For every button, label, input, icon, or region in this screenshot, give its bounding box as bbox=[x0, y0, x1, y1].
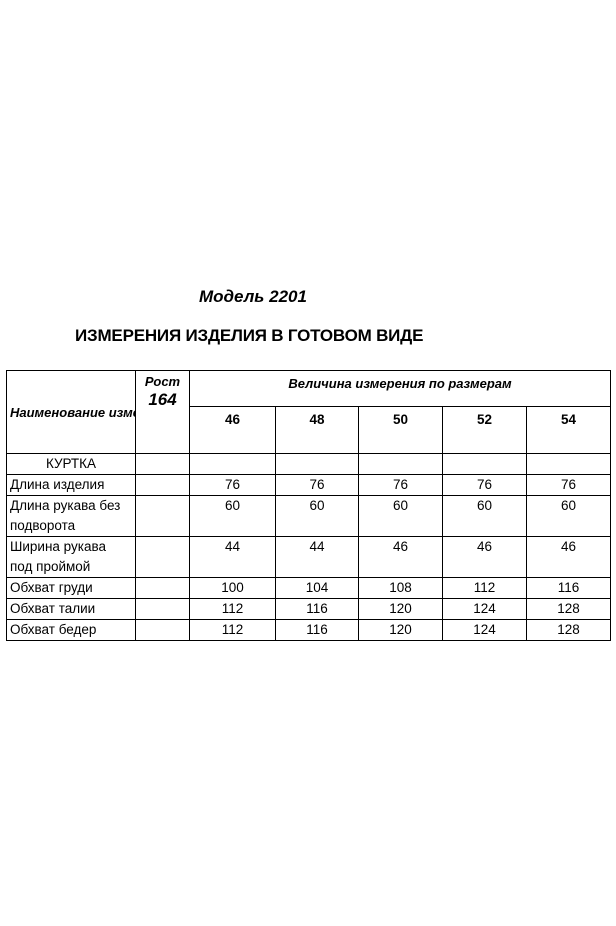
value-cell: 76 bbox=[358, 474, 443, 496]
rost-value: 164 bbox=[148, 390, 177, 409]
value-cell: 108 bbox=[358, 577, 443, 599]
value-cell: 60 bbox=[189, 495, 276, 537]
rost-label: Рост bbox=[144, 374, 181, 389]
table-row: Обхват груди 100 104 108 112 116 bbox=[6, 577, 612, 599]
value-cell: 44 bbox=[189, 536, 276, 578]
value-cell: 100 bbox=[189, 577, 276, 599]
header-name: Наименование измерения bbox=[6, 370, 136, 454]
page-subtitle: ИЗМЕРЕНИЯ ИЗДЕЛИЯ В ГОТОВОМ ВИДЕ bbox=[75, 326, 424, 345]
value-cell: 124 bbox=[442, 598, 527, 620]
measurement-name: Обхват талии bbox=[6, 598, 136, 620]
table-row: Обхват бедер 112 116 120 124 128 bbox=[6, 619, 612, 641]
value-cell: 60 bbox=[525, 495, 612, 537]
value-cell: 112 bbox=[442, 577, 527, 599]
value-cell: 46 bbox=[442, 536, 527, 578]
value-cell: 120 bbox=[358, 598, 443, 620]
measurement-name: Длина рукава без подворота bbox=[6, 495, 136, 537]
value-cell: 112 bbox=[189, 598, 276, 620]
size-header-52: 52 bbox=[442, 406, 527, 454]
value-cell: 124 bbox=[442, 619, 527, 641]
value-cell: 46 bbox=[525, 536, 612, 578]
model-title: Модель 2201 bbox=[199, 287, 307, 306]
value-cell: 76 bbox=[275, 474, 359, 496]
value-cell: 46 bbox=[358, 536, 443, 578]
value-cell: 112 bbox=[189, 619, 276, 641]
value-cell: 128 bbox=[525, 598, 612, 620]
table-row: Обхват талии 112 116 120 124 128 bbox=[6, 598, 612, 620]
value-cell: 44 bbox=[275, 536, 359, 578]
value-cell: 120 bbox=[358, 619, 443, 641]
size-header-54: 54 bbox=[525, 406, 612, 454]
size-header-46: 46 bbox=[189, 406, 276, 454]
table-row: Ширина рукава под проймой 44 44 46 46 46 bbox=[6, 536, 612, 578]
table-row: Длина изделия 76 76 76 76 76 bbox=[6, 474, 612, 496]
size-table: Наименование измерения Рост 164 Величина… bbox=[6, 370, 612, 641]
value-cell: 76 bbox=[189, 474, 276, 496]
size-header-50: 50 bbox=[358, 406, 443, 454]
size-header-48: 48 bbox=[275, 406, 359, 454]
value-cell: 116 bbox=[275, 598, 359, 620]
table-row: Длина рукава без подворота 60 60 60 60 60 bbox=[6, 495, 612, 537]
measurement-name: Обхват груди bbox=[6, 577, 136, 599]
value-cell: 60 bbox=[275, 495, 359, 537]
value-cell: 76 bbox=[442, 474, 527, 496]
value-cell: 60 bbox=[442, 495, 527, 537]
value-cell: 104 bbox=[275, 577, 359, 599]
value-cell: 60 bbox=[358, 495, 443, 537]
value-cell: 76 bbox=[525, 474, 612, 496]
value-cell: 116 bbox=[525, 577, 612, 599]
value-cell: 116 bbox=[275, 619, 359, 641]
header-sizes: Величина измерения по размерам bbox=[188, 370, 612, 407]
section-label: КУРТКА bbox=[6, 453, 136, 475]
measurement-name: Обхват бедер bbox=[6, 619, 136, 641]
measurement-name: Ширина рукава под проймой bbox=[6, 536, 136, 578]
value-cell: 128 bbox=[525, 619, 612, 641]
measurement-name: Длина изделия bbox=[6, 474, 136, 496]
header-rost: Рост 164 bbox=[135, 370, 190, 454]
